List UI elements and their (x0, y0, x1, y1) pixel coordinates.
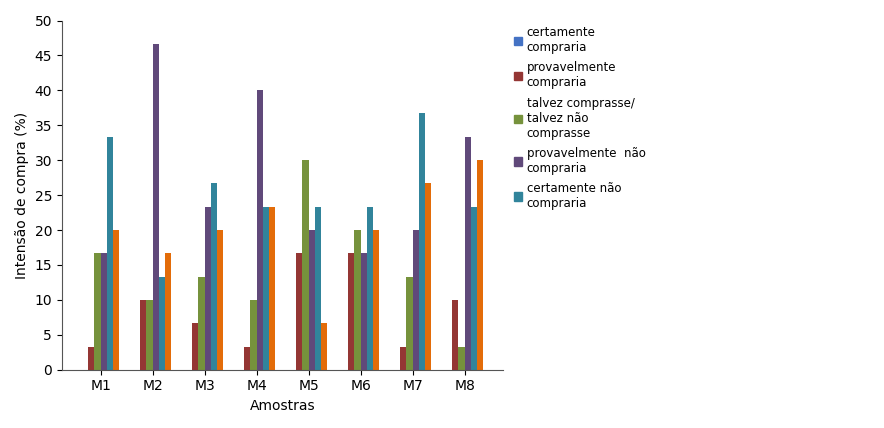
Bar (113, 230, 119, 370)
X-axis label: Amostras: Amostras (250, 399, 316, 413)
Bar (269, 207, 275, 370)
Bar (244, 347, 250, 370)
Bar (256, 90, 263, 370)
Bar (413, 230, 419, 370)
Bar (217, 230, 224, 370)
Bar (425, 183, 431, 370)
Bar (348, 253, 354, 370)
Bar (250, 300, 256, 370)
Bar (471, 207, 477, 370)
Bar (263, 207, 269, 370)
Bar (419, 113, 425, 370)
Bar (192, 323, 198, 370)
Bar (367, 207, 373, 370)
Bar (159, 277, 165, 370)
Bar (205, 207, 211, 370)
Bar (296, 253, 302, 370)
Bar (452, 300, 459, 370)
Bar (198, 277, 205, 370)
Bar (302, 160, 309, 370)
Bar (107, 137, 113, 370)
Bar (315, 207, 321, 370)
Bar (88, 347, 95, 370)
Bar (459, 347, 465, 370)
Bar (101, 253, 107, 370)
Bar (153, 44, 159, 370)
Bar (147, 300, 153, 370)
Bar (309, 230, 315, 370)
Bar (373, 230, 379, 370)
Bar (211, 183, 217, 370)
Bar (354, 230, 361, 370)
Legend: certamente
compraria, provavelmente
compraria, talvez comprasse/
talvez não
comp: certamente compraria, provavelmente comp… (514, 27, 645, 210)
Bar (400, 347, 407, 370)
Bar (477, 160, 484, 370)
Bar (407, 277, 413, 370)
Bar (321, 323, 327, 370)
Bar (465, 137, 471, 370)
Bar (95, 253, 101, 370)
Bar (361, 253, 367, 370)
Bar (165, 253, 171, 370)
Y-axis label: Intensão de compra (%): Intensão de compra (%) (15, 112, 29, 279)
Bar (141, 300, 147, 370)
